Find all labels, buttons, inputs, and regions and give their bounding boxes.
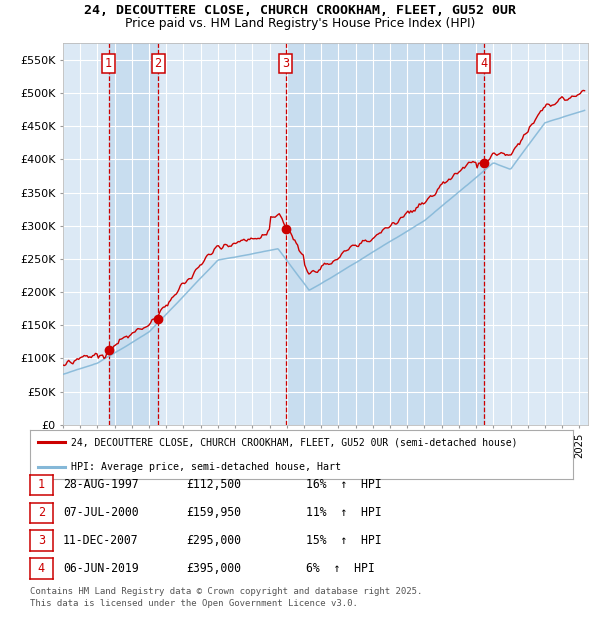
- Text: 4: 4: [480, 57, 487, 69]
- Text: £395,000: £395,000: [186, 562, 241, 575]
- Text: £159,950: £159,950: [186, 507, 241, 519]
- Text: 6%  ↑  HPI: 6% ↑ HPI: [306, 562, 375, 575]
- Text: 06-JUN-2019: 06-JUN-2019: [63, 562, 139, 575]
- Text: Price paid vs. HM Land Registry's House Price Index (HPI): Price paid vs. HM Land Registry's House …: [125, 17, 475, 30]
- Text: 2: 2: [38, 507, 45, 519]
- Text: 11%  ↑  HPI: 11% ↑ HPI: [306, 507, 382, 519]
- Text: This data is licensed under the Open Government Licence v3.0.: This data is licensed under the Open Gov…: [30, 598, 358, 608]
- Text: 15%  ↑  HPI: 15% ↑ HPI: [306, 534, 382, 547]
- Text: 07-JUL-2000: 07-JUL-2000: [63, 507, 139, 519]
- Text: 28-AUG-1997: 28-AUG-1997: [63, 479, 139, 491]
- Text: HPI: Average price, semi-detached house, Hart: HPI: Average price, semi-detached house,…: [71, 461, 341, 472]
- Text: 4: 4: [38, 562, 45, 575]
- Text: £295,000: £295,000: [186, 534, 241, 547]
- Text: 3: 3: [38, 534, 45, 547]
- Bar: [286, 43, 484, 425]
- Text: 24, DECOUTTERE CLOSE, CHURCH CROOKHAM, FLEET, GU52 0UR: 24, DECOUTTERE CLOSE, CHURCH CROOKHAM, F…: [84, 4, 516, 17]
- Text: 24, DECOUTTERE CLOSE, CHURCH CROOKHAM, FLEET, GU52 0UR (semi-detached house): 24, DECOUTTERE CLOSE, CHURCH CROOKHAM, F…: [71, 437, 517, 448]
- Text: 1: 1: [38, 479, 45, 491]
- Text: 16%  ↑  HPI: 16% ↑ HPI: [306, 479, 382, 491]
- Text: £112,500: £112,500: [186, 479, 241, 491]
- Text: 3: 3: [283, 57, 289, 69]
- Text: 1: 1: [105, 57, 112, 69]
- Text: Contains HM Land Registry data © Crown copyright and database right 2025.: Contains HM Land Registry data © Crown c…: [30, 587, 422, 596]
- Text: 2: 2: [154, 57, 161, 69]
- Text: 11-DEC-2007: 11-DEC-2007: [63, 534, 139, 547]
- Bar: [109, 43, 158, 425]
